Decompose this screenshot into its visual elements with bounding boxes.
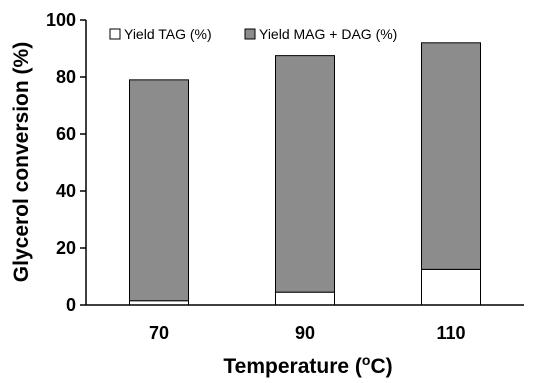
y-tick-label: 80 [56,67,76,87]
x-tick-label: 70 [149,323,169,343]
y-axis-title: Glycerol conversion (%) [10,42,33,282]
y-tick-label: 0 [66,295,76,315]
bar-segment [129,79,189,302]
legend-swatch [109,28,121,40]
x-axis-title-sup: o [362,352,371,368]
bars [129,42,481,306]
legend-swatch [244,28,256,40]
bar-segment [421,42,481,270]
x-axis-title-main: Temperature ( [223,355,361,378]
bar-segment [275,291,335,306]
legend-label: Yield MAG + DAG (%) [259,26,397,42]
x-tick-label: 110 [436,323,465,343]
x-axis-ticks: 70 90 110 [149,323,466,343]
bar-segment [421,268,481,306]
legend: Yield TAG (%) Yield MAG + DAG (%) [109,26,397,42]
y-tick-label: 100 [46,10,76,30]
y-tick-label: 20 [56,238,76,258]
y-axis-ticks: 0 20 40 60 80 100 [46,10,86,315]
x-axis-title-end: C) [370,355,392,378]
y-tick-label: 40 [56,181,76,201]
y-tick-label: 60 [56,124,76,144]
legend-label: Yield TAG (%) [124,26,212,42]
x-axis-title: Temperature (oC) [223,352,392,378]
bar-segment [275,55,335,293]
x-tick-label: 90 [295,323,315,343]
